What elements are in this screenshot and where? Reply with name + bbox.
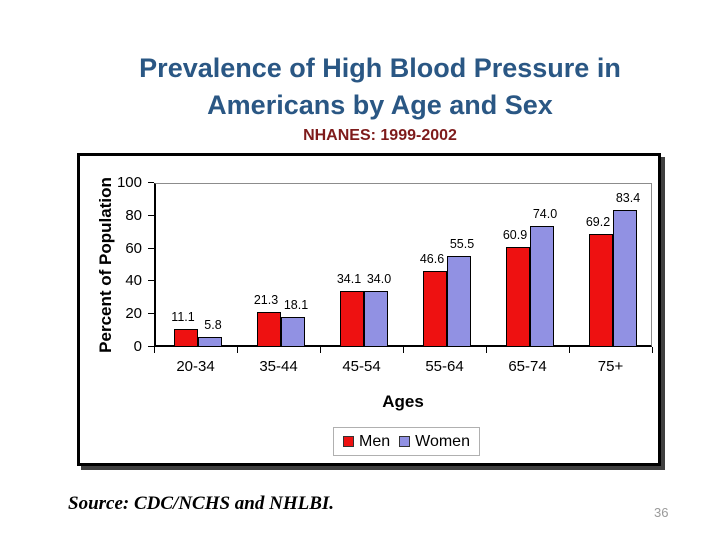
bar-value-label: 5.8 — [204, 318, 222, 333]
women-legend-swatch — [399, 436, 411, 447]
bar-men-45-54 — [340, 291, 364, 347]
y-tick-label: 100 — [116, 174, 142, 191]
y-tick-mark — [148, 346, 154, 347]
x-tick-label: 65-74 — [508, 358, 547, 375]
bar-value-label: 34.0 — [366, 272, 392, 287]
x-tick-label: 45-54 — [342, 358, 381, 375]
y-tick-mark — [148, 247, 154, 249]
page-number: 36 — [654, 505, 669, 520]
men-legend-swatch — [343, 436, 354, 447]
bar-women-65-74 — [530, 225, 554, 347]
y-tick-mark — [148, 313, 154, 315]
x-tick-mark — [320, 347, 321, 353]
y-tick-mark — [148, 280, 154, 282]
y-tick-label: 20 — [125, 305, 142, 323]
y-tick-mark — [148, 182, 154, 183]
bar-value-label: 46.6 — [419, 251, 445, 266]
legend-label-men: Men — [359, 432, 391, 450]
bar-men-55-64 — [423, 270, 447, 347]
y-tick-mark — [148, 214, 154, 216]
bar-men-75+ — [589, 233, 613, 347]
x-tick-mark — [486, 347, 487, 353]
bar-value-label: 55.5 — [449, 236, 475, 251]
bar-women-75+ — [613, 210, 637, 347]
x-tick-mark — [403, 347, 404, 353]
x-tick-label: 35-44 — [259, 358, 298, 375]
bar-value-label: 11.1 — [171, 309, 195, 324]
bar-value-label: 74.0 — [532, 206, 558, 221]
title-line-2: Americans by Age and Sex — [207, 90, 553, 120]
bar-value-label: 18.1 — [283, 298, 309, 313]
x-tick-label: 55-64 — [425, 358, 464, 375]
legend-label-women: Women — [415, 432, 470, 450]
y-axis-title: Percent of Population — [96, 177, 115, 353]
bar-value-label: 83.4 — [615, 191, 641, 206]
x-tick-mark — [237, 347, 238, 353]
y-tick-label: 60 — [125, 239, 142, 257]
x-tick-label: 75+ — [597, 358, 624, 375]
bar-men-65-74 — [506, 247, 530, 347]
title-line-1: Prevalence of High Blood Pressure in — [139, 53, 621, 83]
x-axis-title: Ages — [382, 392, 424, 411]
source-text: Source: CDC/NCHS and NHLBI. — [68, 493, 335, 514]
x-tick-mark — [652, 347, 653, 353]
bar-women-45-54 — [364, 291, 388, 347]
slide-title: Prevalence of High Blood Pressure in Ame… — [80, 50, 680, 124]
y-tick-label: 0 — [133, 338, 142, 355]
plot-area — [154, 183, 652, 347]
y-tick-label: 80 — [125, 206, 142, 224]
x-tick-mark — [154, 347, 155, 353]
bar-women-20-34 — [198, 337, 222, 347]
chart-legend: Men Women — [333, 427, 480, 456]
x-tick-mark — [569, 347, 570, 353]
bar-value-label: 21.3 — [253, 293, 279, 308]
bar-men-20-34 — [174, 328, 198, 347]
y-tick-label: 40 — [125, 272, 142, 290]
slide-subtitle: NHANES: 1999-2002 — [303, 127, 457, 144]
bar-men-35-44 — [257, 312, 281, 347]
bar-value-label: 34.1 — [336, 272, 362, 287]
bar-women-55-64 — [447, 255, 471, 347]
x-tick-label: 20-34 — [176, 358, 215, 375]
bar-value-label: 60.9 — [502, 228, 528, 243]
bar-value-label: 69.2 — [585, 214, 611, 229]
bar-chart: Percent of Population 0 20 40 60 80 100 20-34 35… — [77, 153, 661, 466]
bar-women-35-44 — [281, 317, 305, 347]
